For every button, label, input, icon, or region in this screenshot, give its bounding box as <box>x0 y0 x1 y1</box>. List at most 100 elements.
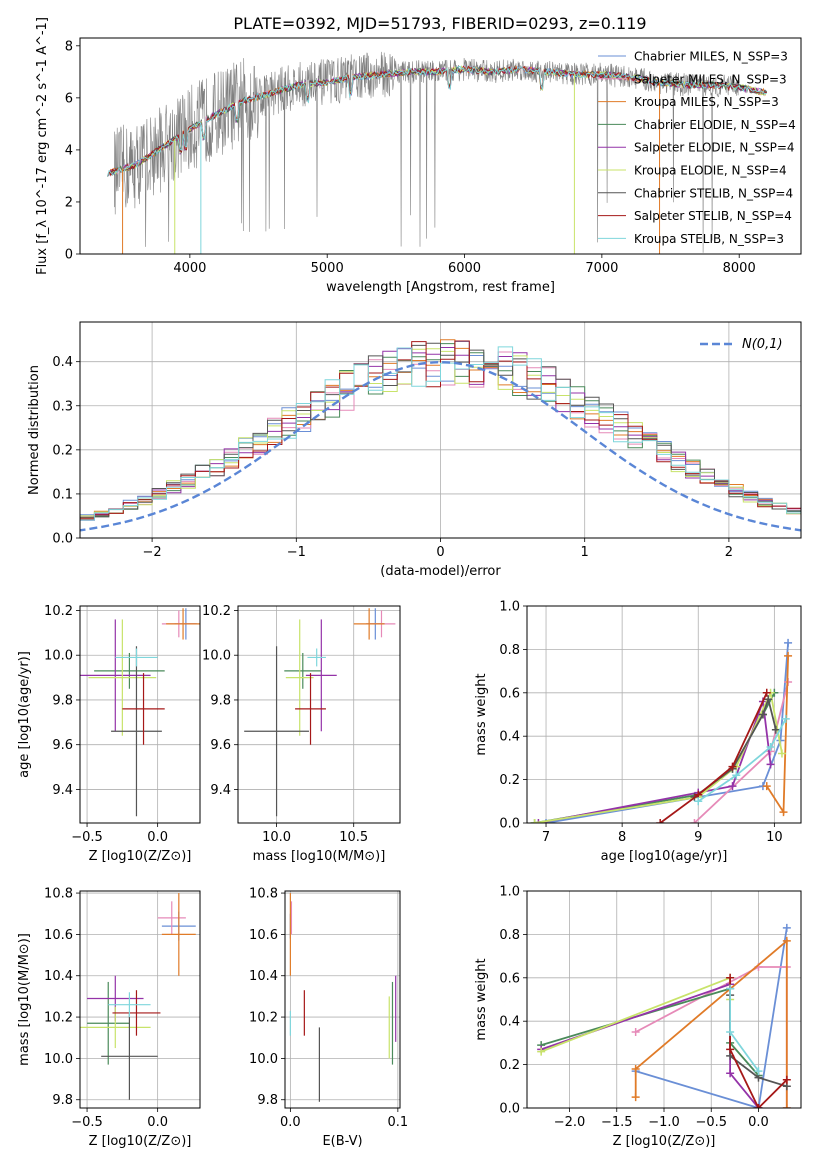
mass-weight-line-salpeter_elodie <box>540 983 760 1108</box>
x-tick-label: 6000 <box>448 261 481 276</box>
mass-weight-line-salpeter_stelib <box>659 692 768 823</box>
figure-title: PLATE=0392, MJD=51793, FIBERID=0293, z=0… <box>233 14 646 33</box>
y-tick-label: 0 <box>65 248 73 263</box>
y-tick-label: 10.8 <box>249 887 278 902</box>
x-axis-label: age [log10(age/yr)] <box>601 849 728 864</box>
x-tick-label: 10.5 <box>339 830 368 845</box>
y-tick-label: 0.8 <box>499 928 520 943</box>
y-tick-label: 10.0 <box>249 1052 278 1067</box>
x-tick-label: −1 <box>287 545 306 560</box>
axes-frame <box>79 321 802 539</box>
marker-chabrier_stelib <box>758 710 767 719</box>
axes-frame <box>79 605 201 824</box>
marker-kroupa_miles <box>782 936 791 945</box>
y-tick-label: 0.1 <box>52 487 73 502</box>
y-tick-label: 0.4 <box>52 355 73 370</box>
marker-kroupa_miles <box>779 808 788 817</box>
axes-frame <box>79 890 201 1109</box>
y-tick-label: 10.2 <box>249 1011 278 1026</box>
plot-area <box>107 51 768 254</box>
x-tick-label: 8 <box>618 830 626 845</box>
axes-frame <box>526 605 802 824</box>
y-axis-label: Flux [f_λ 10^-17 erg cm^-2 s^-1 A^-1] <box>35 17 50 275</box>
marker-chabrier_miles <box>784 638 793 647</box>
y-tick-label: 9.4 <box>210 783 231 798</box>
marker-salpeter_elodie <box>726 1069 735 1078</box>
marker-kroupa_miles <box>762 782 771 791</box>
marker-salpeter_stelib <box>726 973 735 982</box>
x-tick-label: 0.0 <box>280 1115 301 1130</box>
y-tick-label: 6 <box>65 91 73 106</box>
y-tick-label: 9.8 <box>52 1093 73 1108</box>
x-axis-label: Z [log10(Z/Z⊙)] <box>89 849 192 864</box>
x-tick-label: −1.5 <box>601 1115 633 1130</box>
legend-entry: Kroupa MILES, N_SSP=3 <box>634 95 779 109</box>
plot-area <box>80 893 196 1100</box>
legend-entry: Chabrier ELODIE, N_SSP=4 <box>634 118 796 132</box>
legend-entry: Kroupa ELODIE, N_SSP=4 <box>634 164 787 178</box>
panel-residuals: −2 −1 0 1 2 0.0 0.1 0.2 0.3 0.4 (data-model)/error… <box>27 321 802 579</box>
y-tick-label: 9.4 <box>52 783 73 798</box>
marker-salpeter_stelib <box>762 688 771 697</box>
marker-kroupa_miles <box>631 1093 640 1102</box>
marker-kroupa_stelib <box>726 984 735 993</box>
y-tick-label: 0.8 <box>499 643 520 658</box>
legend-entry: Chabrier STELIB, N_SSP=4 <box>634 186 793 200</box>
x-tick-label: −1.0 <box>648 1115 680 1130</box>
y-tick-label: 0.3 <box>52 399 73 414</box>
x-tick-label: −2 <box>143 545 162 560</box>
y-axis-label: age [log10(age/yr)] <box>17 651 32 778</box>
y-tick-label: 1.0 <box>499 885 520 900</box>
x-tick-label: 2 <box>725 545 733 560</box>
y-axis-label: mass [log10(M/M⊙)] <box>17 933 32 1066</box>
plot-area <box>289 893 397 1102</box>
y-tick-label: 0.2 <box>499 1058 520 1073</box>
legend-entry: Chabrier MILES, N_SSP=3 <box>634 50 788 64</box>
axes-frame <box>237 605 401 824</box>
y-tick-label: 9.8 <box>257 1093 278 1108</box>
marker-salpeter_stelib <box>726 1045 735 1054</box>
x-tick-label: 7000 <box>585 261 618 276</box>
plot-area <box>530 638 793 823</box>
x-tick-label: 0.1 <box>388 1115 409 1130</box>
y-tick-label: 10.6 <box>249 928 278 943</box>
panel-spectrum: 4000 5000 6000 7000 8000 0 2 4 6 8 wavelength [Ang… <box>35 17 802 295</box>
x-tick-label: −0.5 <box>71 1115 103 1130</box>
panel-massweight_vs_Z: −2.0 −1.5 −1.0 −0.5 0.0 0.0 0.2 0.4 0.6 0.8 1.0 Z [… <box>474 885 802 1149</box>
histogram-kroupa_stelib <box>80 346 801 524</box>
x-axis-label: (data-model)/error <box>380 564 501 579</box>
y-tick-label: 0.6 <box>499 686 520 701</box>
model-spectrum-kroupa_stelib <box>107 65 767 177</box>
x-tick-label: 9 <box>694 830 702 845</box>
x-tick-label: 8000 <box>723 261 756 276</box>
y-tick-label: 8 <box>65 39 73 54</box>
x-tick-label: 10 <box>766 830 783 845</box>
x-tick-label: 1 <box>581 545 589 560</box>
marker-salpeter_stelib <box>728 762 737 771</box>
y-tick-label: 10.0 <box>44 649 73 664</box>
marker-kroupa_miles <box>782 1104 791 1108</box>
x-tick-label: 10.0 <box>262 830 291 845</box>
marker-kroupa_stelib <box>781 714 790 723</box>
marker-salpeter_elodie <box>728 782 737 791</box>
plot-area <box>80 608 200 817</box>
marker-chabrier_miles <box>782 923 791 932</box>
y-tick-label: 10.8 <box>44 887 73 902</box>
y-tick-label: 10.4 <box>249 969 278 984</box>
panel-age_vs_Z: −0.5 0.0 9.4 9.6 9.8 10.0 10.2 Z [log10(Z/Z⊙)] a… <box>17 604 201 864</box>
mass-weight-line-kroupa_miles <box>634 938 788 1108</box>
marker-kroupa_elodie <box>530 819 539 823</box>
marker-chabrier_stelib <box>771 725 780 734</box>
y-tick-label: 0.0 <box>499 817 520 832</box>
y-tick-label: 10.0 <box>202 649 231 664</box>
y-axis-label: mass weight <box>474 958 489 1040</box>
legend-entry: N(0,1) <box>742 337 783 352</box>
x-tick-label: 0.0 <box>748 1115 769 1130</box>
marker-salpeter_miles <box>690 819 699 823</box>
mass-weight-line-kroupa_elodie <box>534 689 783 823</box>
data-spectrum <box>114 51 740 253</box>
marker-kroupa_stelib <box>694 797 703 806</box>
y-tick-label: 0.0 <box>499 1102 520 1117</box>
x-tick-label: −2.0 <box>554 1115 586 1130</box>
marker-salpeter_elodie <box>766 760 775 769</box>
